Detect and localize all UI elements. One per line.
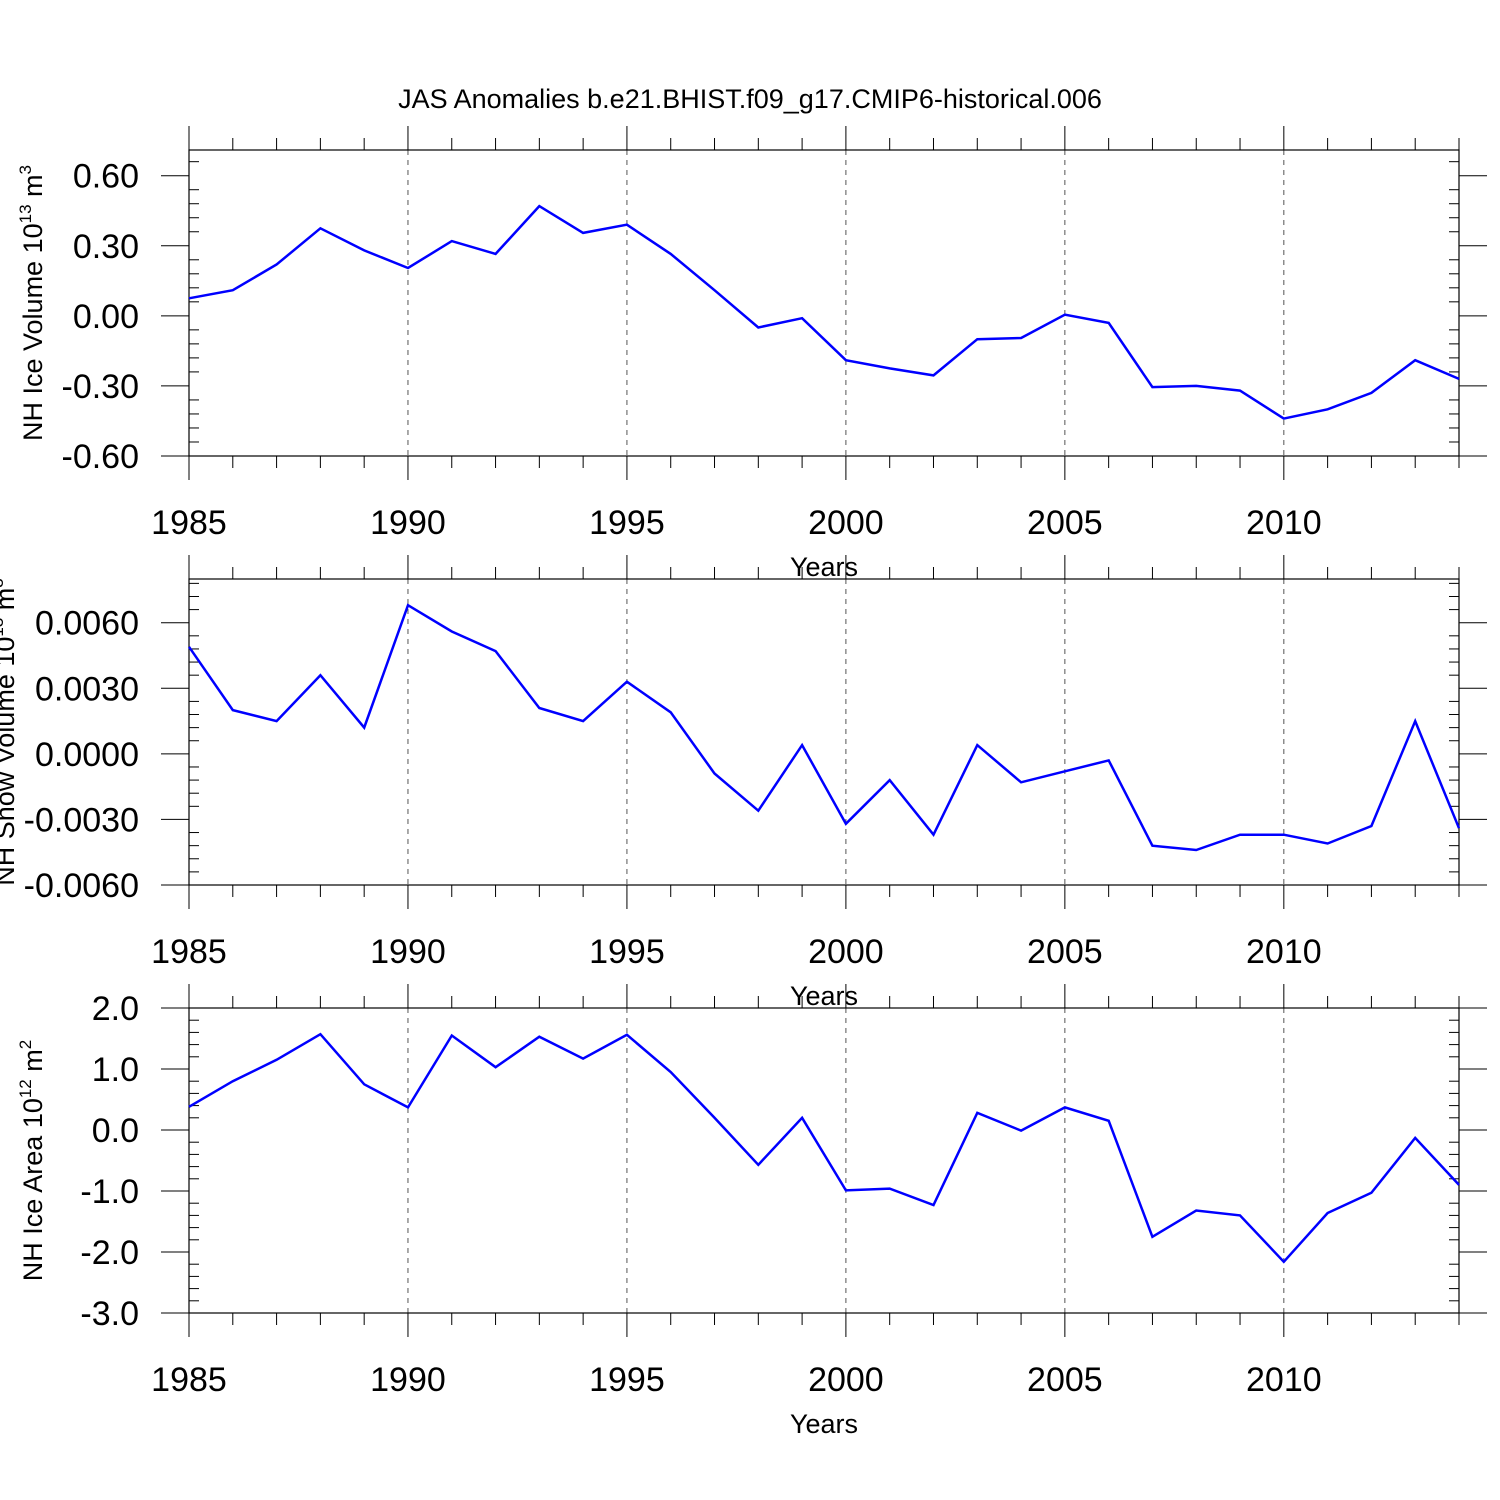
y-tick-label: 0.0060 xyxy=(35,605,139,643)
x-tick-label: 2000 xyxy=(808,933,884,971)
y-tick-label: 0.0030 xyxy=(35,670,139,708)
x-tick-label: 1995 xyxy=(589,933,665,971)
y-tick-label: -3.0 xyxy=(80,1295,139,1333)
y-tick-label: 0.60 xyxy=(73,158,139,196)
chart-panel-2: 1985 1990 1995 2000 2005 2010 Years -0.0060 -0.0… xyxy=(0,555,1487,1011)
chart-panel-1: 1985 1990 1995 2000 2005 2010 Years -0.60 -0.30 0… xyxy=(16,126,1487,582)
y-tick-label: -2.0 xyxy=(80,1234,139,1272)
x-tick-label: 2005 xyxy=(1027,933,1103,971)
chart-title: JAS Anomalies b.e21.BHIST.f09_g17.CMIP6-… xyxy=(398,84,1102,114)
x-tick-label: 2010 xyxy=(1246,1361,1322,1399)
x-axis-label: Years xyxy=(790,552,858,582)
y-axis-label-superscript: 3 xyxy=(16,165,35,174)
x-tick-label: 2010 xyxy=(1246,933,1322,971)
y-axis-label-superscript: 3 xyxy=(0,578,7,587)
y-axis-label-superscript: 12 xyxy=(16,1079,35,1098)
chart-panel-3: 1985 1990 1995 2000 2005 2010 Years -3.0 -2.0 -1.… xyxy=(16,984,1487,1439)
x-tick-label: 1985 xyxy=(151,504,227,542)
x-axis-label: Years xyxy=(790,981,858,1011)
series-line xyxy=(188,603,1460,852)
x-tick-label: 1990 xyxy=(370,933,446,971)
y-axis-label-superscript: 2 xyxy=(16,1040,35,1049)
x-tick-label: 2005 xyxy=(1027,1361,1103,1399)
x-tick-label: 2005 xyxy=(1027,504,1103,542)
x-tick-label: 2000 xyxy=(808,1361,884,1399)
plot-frame xyxy=(188,1007,1460,1314)
x-tick-label: 1995 xyxy=(589,1361,665,1399)
x-tick-label: 1985 xyxy=(151,1361,227,1399)
y-axis-label-text: m xyxy=(18,174,48,204)
x-tick-label: 1985 xyxy=(151,933,227,971)
y-tick-label: 2.0 xyxy=(92,990,139,1028)
y-tick-label: 0.00 xyxy=(73,298,139,336)
y-axis-label: NH Ice Area 1012 m2 xyxy=(16,1040,48,1281)
y-axis-label-text: NH Ice Area 10 xyxy=(18,1098,48,1281)
y-axis-label-text: m xyxy=(0,588,20,618)
y-tick-label: -1.0 xyxy=(80,1173,139,1211)
series-line xyxy=(188,204,1460,420)
y-tick-label: -0.60 xyxy=(62,438,140,476)
y-tick-label: 1.0 xyxy=(92,1051,139,1089)
y-tick-label: -0.0030 xyxy=(24,801,139,839)
x-tick-label: 2010 xyxy=(1246,504,1322,542)
y-tick-label: 0.30 xyxy=(73,228,139,266)
y-axis-label: NH Snow Volume 1013 m3 xyxy=(0,578,20,886)
series-line xyxy=(188,1032,1460,1264)
y-tick-label: 0.0 xyxy=(92,1112,139,1150)
y-axis-label-text: m xyxy=(18,1049,48,1079)
y-axis-label-superscript: 13 xyxy=(16,204,35,223)
plot-frame xyxy=(188,149,1460,457)
x-tick-label: 1995 xyxy=(589,504,665,542)
x-tick-label: 1990 xyxy=(370,504,446,542)
y-axis-label-superscript: 13 xyxy=(0,618,7,637)
x-tick-label: 1990 xyxy=(370,1361,446,1399)
y-tick-label: -0.0060 xyxy=(24,867,139,905)
y-tick-label: 0.0000 xyxy=(35,736,139,774)
x-tick-label: 2000 xyxy=(808,504,884,542)
y-tick-label: -0.30 xyxy=(62,368,140,406)
y-axis-label-text: NH Ice Volume 10 xyxy=(18,223,48,441)
x-axis-label: Years xyxy=(790,1409,858,1439)
y-axis-label: NH Ice Volume 1013 m3 xyxy=(16,165,48,441)
y-axis-label-text: NH Snow Volume 10 xyxy=(0,637,20,886)
plot-frame xyxy=(188,578,1460,886)
